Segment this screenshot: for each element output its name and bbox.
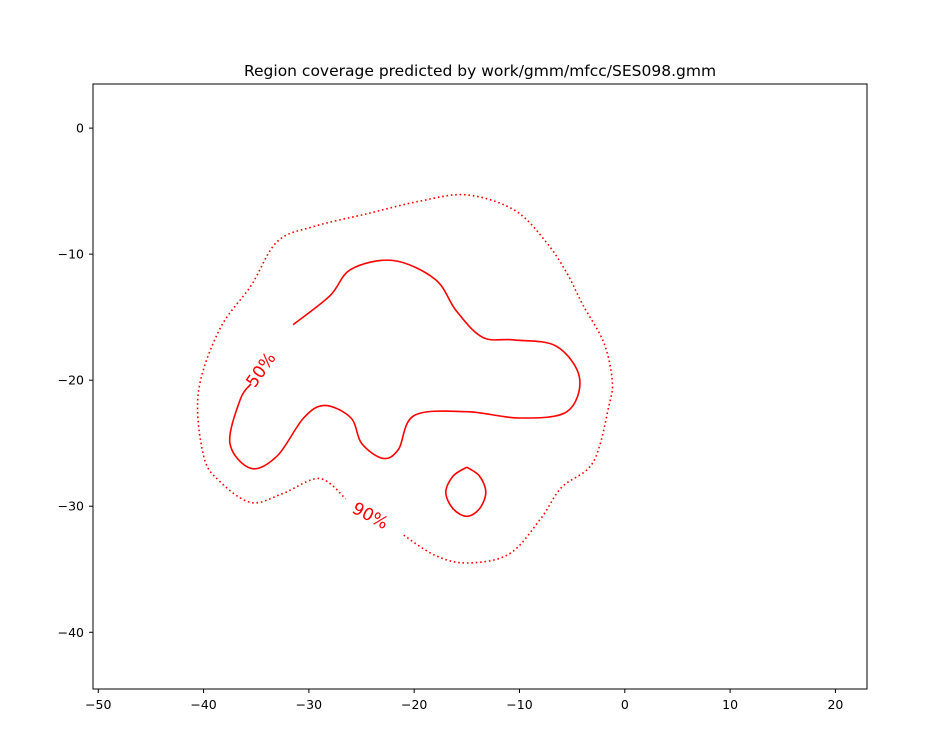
y-axis-ticks: 0 −10 −20 −30 −40 bbox=[58, 121, 93, 640]
x-tick-label: 0 bbox=[621, 697, 629, 712]
contour-50-line-1 bbox=[228, 259, 581, 470]
chart-title: Region coverage predicted by work/gmm/mf… bbox=[244, 62, 716, 80]
x-tick-label: −30 bbox=[296, 697, 322, 712]
x-tick-label: −20 bbox=[401, 697, 427, 712]
contour-90-line-1 bbox=[196, 193, 614, 564]
y-tick-label: −10 bbox=[58, 247, 84, 262]
x-tick-label: 20 bbox=[827, 697, 843, 712]
y-tick-label: −30 bbox=[58, 499, 84, 514]
contour-50-line-2 bbox=[444, 466, 487, 518]
x-tick-label: −40 bbox=[190, 697, 216, 712]
plot-frame bbox=[92, 83, 868, 690]
y-tick-label: 0 bbox=[76, 121, 84, 136]
y-tick-label: −40 bbox=[58, 625, 84, 640]
x-axis-ticks: −50 −40 −30 −20 −10 0 10 20 bbox=[85, 689, 843, 712]
x-tick-label: 10 bbox=[722, 697, 738, 712]
x-tick-label: −10 bbox=[506, 697, 532, 712]
x-tick-label: −50 bbox=[85, 697, 111, 712]
y-tick-label: −20 bbox=[58, 373, 84, 388]
